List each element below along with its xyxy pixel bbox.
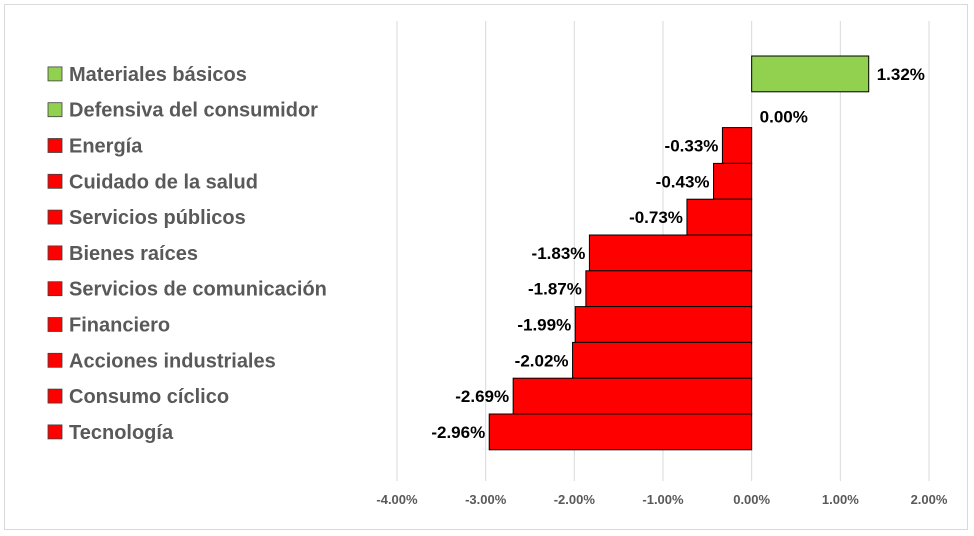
- x-tick-label: -3.00%: [465, 492, 507, 507]
- legend-label: Cuidado de la salud: [69, 171, 258, 193]
- legend-label: Financiero: [69, 315, 170, 337]
- bar-value-label: -1.87%: [528, 280, 582, 299]
- data-labels: 1.32% 0.00% -0.33% -0.43% -0.73% -1.83% -1.87%…: [431, 65, 925, 442]
- bar: [713, 162, 753, 200]
- bar-chart: 1.32% 0.00% -0.33% -0.43% -0.73% -1.83% -1.87%…: [47, 21, 948, 507]
- bar: [588, 234, 753, 272]
- legend: Materiales básicos Defensiva del consumid…: [47, 64, 327, 444]
- legend-swatch: [47, 281, 63, 297]
- chart-frame: 1.32% 0.00% -0.33% -0.43% -0.73% -1.83% -1.87%…: [4, 4, 968, 530]
- bar-value-label: -0.73%: [629, 208, 683, 227]
- x-tick-label: -1.00%: [642, 492, 684, 507]
- legend-swatch: [47, 138, 63, 153]
- bar: [686, 198, 753, 236]
- x-tick-label: 1.00%: [822, 492, 859, 507]
- legend-swatch: [47, 173, 63, 189]
- x-tick-label: 2.00%: [911, 492, 948, 507]
- bar-value-label: -1.99%: [517, 316, 571, 335]
- legend-label: Materiales básicos: [69, 64, 247, 86]
- x-axis-ticks: -4.00% -3.00% -2.00% -1.00% 0.00% 1.00% 2.00%: [376, 492, 947, 507]
- bar: [585, 270, 753, 308]
- legend-label: Servicios de comunicación: [69, 279, 327, 301]
- legend-swatch: [47, 352, 63, 368]
- legend-label: Acciones industriales: [69, 350, 276, 372]
- legend-swatch: [47, 388, 63, 404]
- legend-label: Consumo cíclico: [69, 386, 229, 408]
- bar-value-label: -0.43%: [656, 172, 710, 191]
- legend-label: Servicios públicos: [69, 207, 246, 229]
- legend-swatch: [47, 245, 63, 261]
- bar-value-label: 0.00%: [760, 108, 808, 127]
- bar: [488, 413, 753, 451]
- legend-swatch: [47, 424, 63, 440]
- bar-value-label: -2.02%: [515, 351, 569, 370]
- bar: [721, 127, 753, 164]
- x-tick-label: 0.00%: [733, 492, 770, 507]
- bar: [574, 306, 753, 343]
- bar: [751, 55, 870, 93]
- legend-swatch: [47, 317, 63, 332]
- legend-label: Tecnología: [69, 422, 174, 444]
- bar: [512, 377, 753, 415]
- bar-value-label: -0.33%: [665, 137, 719, 156]
- bar-value-label: -2.69%: [455, 387, 509, 406]
- legend-swatch: [47, 102, 63, 118]
- legend-label: Defensiva del consumidor: [69, 100, 318, 122]
- bar-value-label: -2.96%: [431, 423, 485, 442]
- bars: [488, 55, 870, 451]
- legend-swatch: [47, 66, 63, 82]
- legend-swatch: [47, 209, 63, 225]
- x-tick-label: -2.00%: [554, 492, 596, 507]
- bar-value-label: -1.83%: [532, 244, 586, 263]
- bar-value-label: 1.32%: [877, 65, 925, 84]
- legend-label: Bienes raíces: [69, 243, 198, 265]
- x-tick-label: -4.00%: [376, 492, 418, 507]
- bar: [572, 341, 753, 379]
- legend-label: Energía: [69, 136, 143, 158]
